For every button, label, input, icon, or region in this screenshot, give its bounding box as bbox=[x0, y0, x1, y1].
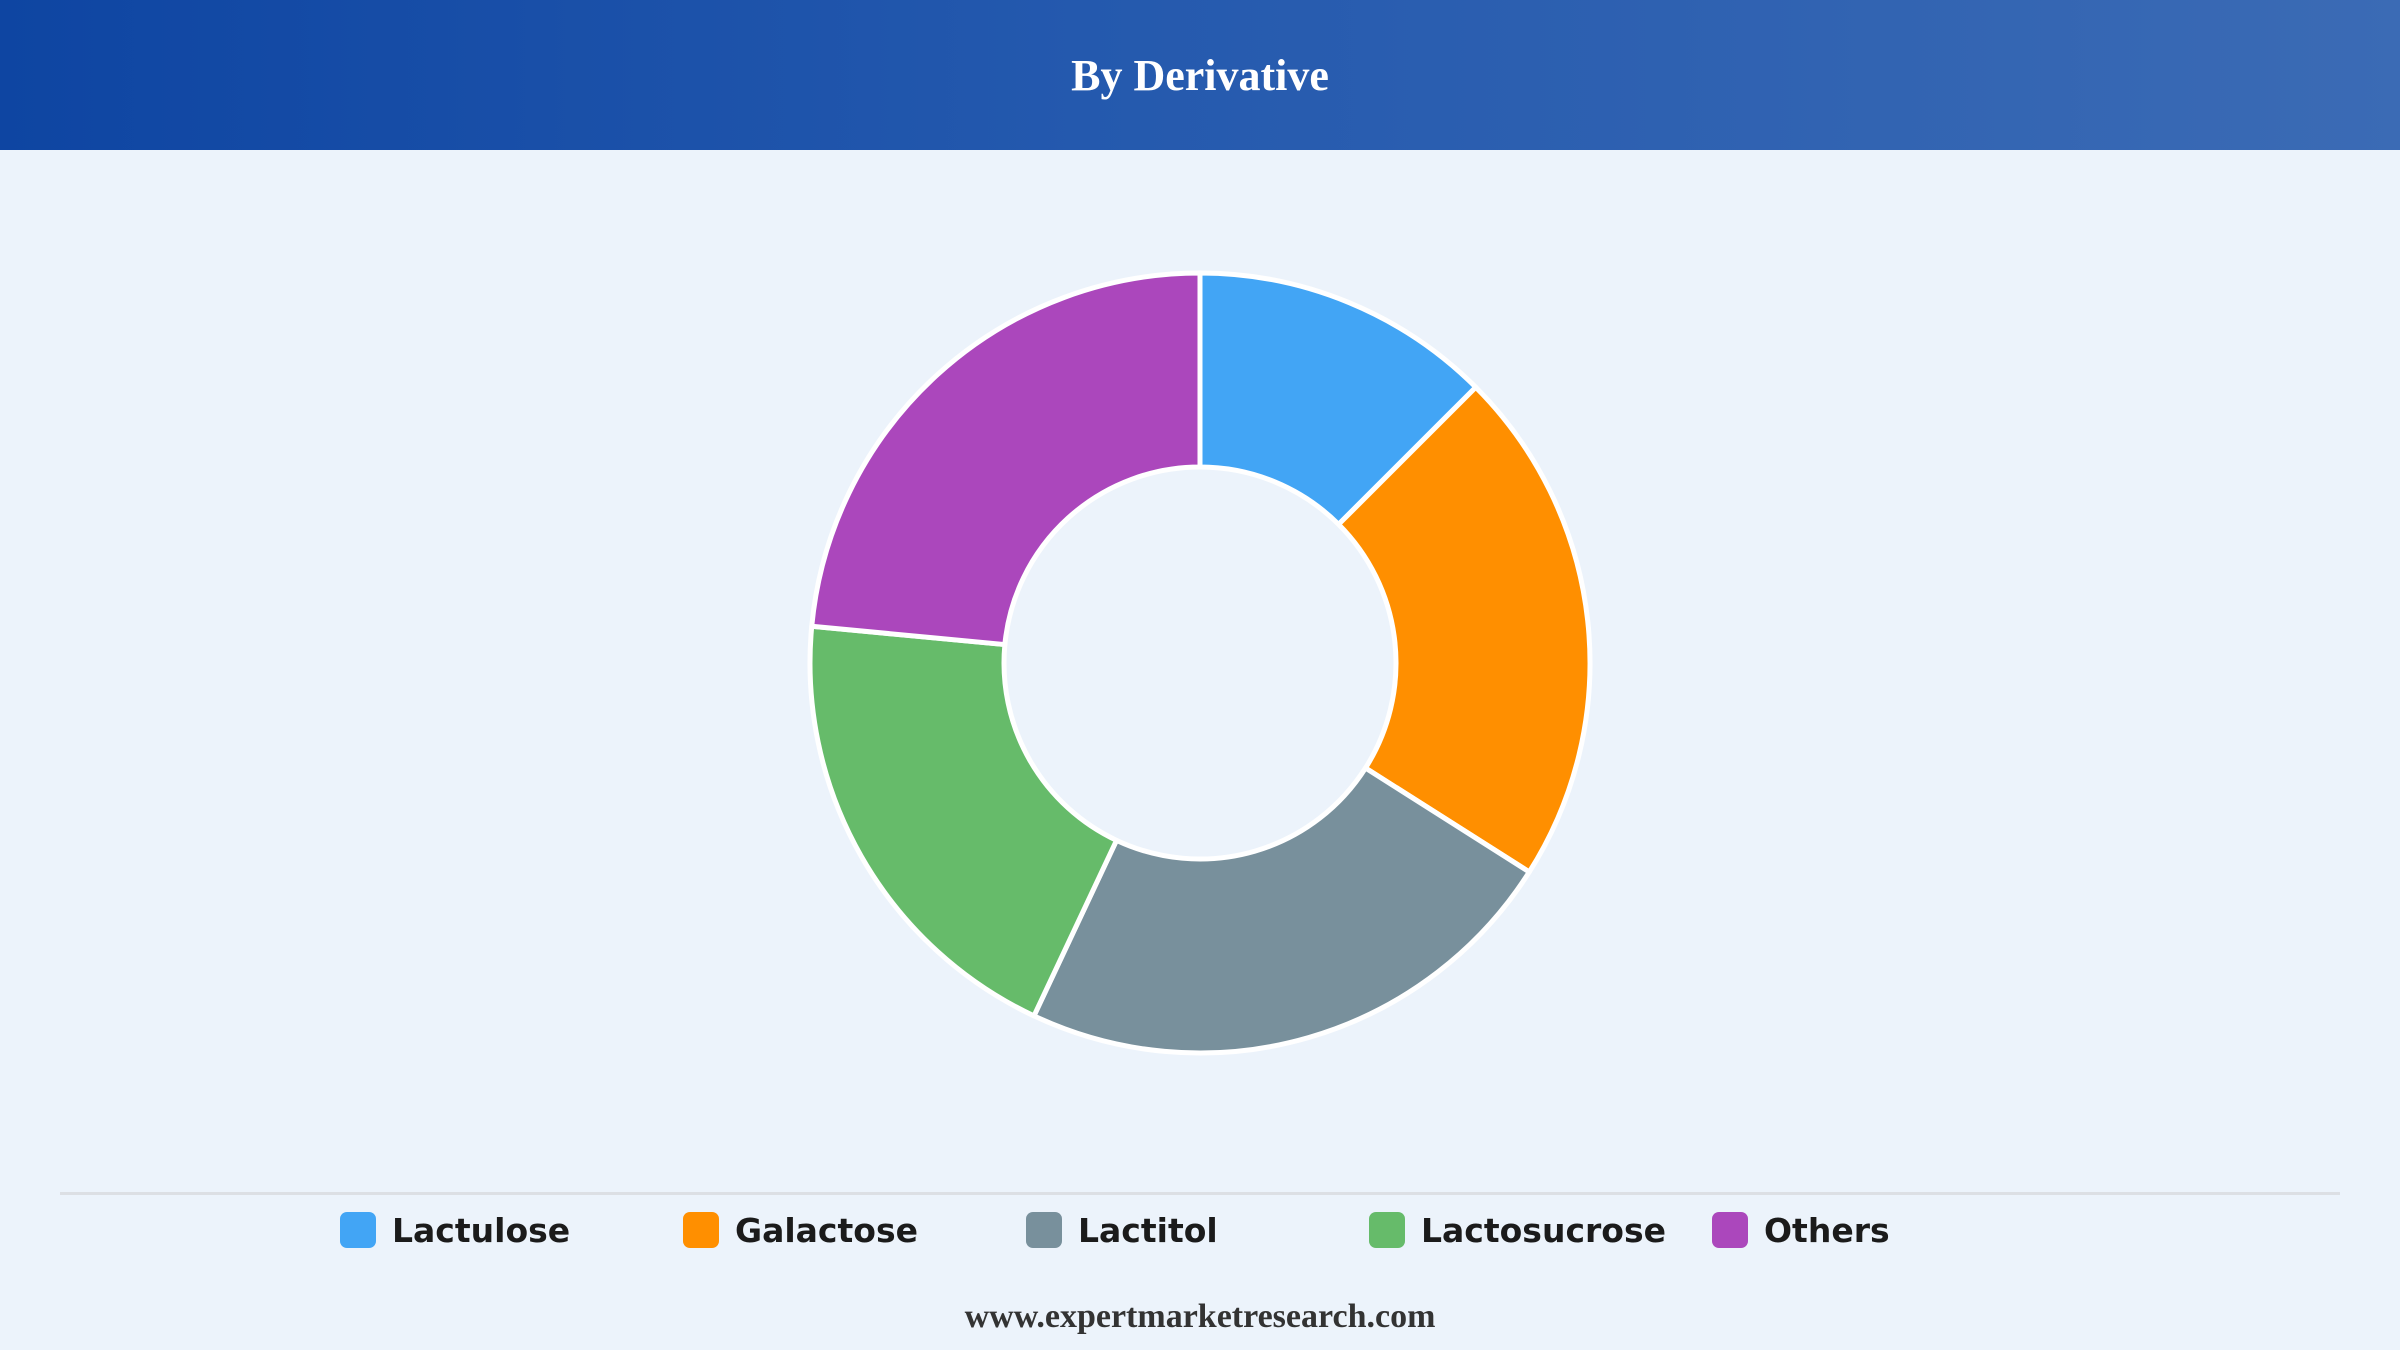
legend-item-lactosucrose: Lactosucrose bbox=[1369, 1205, 1666, 1255]
legend-label-lactulose: Lactulose bbox=[392, 1210, 571, 1250]
legend-swatch-lactosucrose bbox=[1369, 1212, 1405, 1248]
legend-label-others: Others bbox=[1764, 1210, 1890, 1250]
donut-slice-lactitol bbox=[1031, 765, 1532, 1056]
legend-swatch-lactitol bbox=[1026, 1212, 1062, 1248]
legend-item-lactulose: Lactulose bbox=[340, 1205, 570, 1255]
legend-item-others: Others bbox=[1712, 1205, 1890, 1255]
donut-slice-galactose bbox=[1336, 384, 1593, 875]
chart-title: By Derivative bbox=[1071, 50, 1329, 100]
chart-legend: Lactulose Galactose Lactitol Lactosucrose Ot… bbox=[0, 1205, 2400, 1255]
donut-chart bbox=[807, 270, 1593, 1056]
header-banner: By Derivative bbox=[0, 0, 2400, 150]
donut-slice-lactulose bbox=[1197, 270, 1479, 527]
donut-slice-lactosucrose bbox=[807, 623, 1120, 1019]
legend-label-lactitol: Lactitol bbox=[1078, 1210, 1218, 1250]
legend-label-lactosucrose: Lactosucrose bbox=[1421, 1210, 1666, 1250]
legend-item-galactose: Galactose bbox=[683, 1205, 918, 1255]
legend-divider bbox=[60, 1192, 2340, 1195]
legend-swatch-galactose bbox=[683, 1212, 719, 1248]
source-footer: www.expertmarketresearch.com bbox=[964, 1298, 1436, 1335]
legend-item-lactitol: Lactitol bbox=[1026, 1205, 1218, 1255]
legend-label-galactose: Galactose bbox=[735, 1210, 918, 1250]
donut-slice-others bbox=[809, 270, 1203, 648]
legend-swatch-lactulose bbox=[340, 1212, 376, 1248]
legend-swatch-others bbox=[1712, 1212, 1748, 1248]
